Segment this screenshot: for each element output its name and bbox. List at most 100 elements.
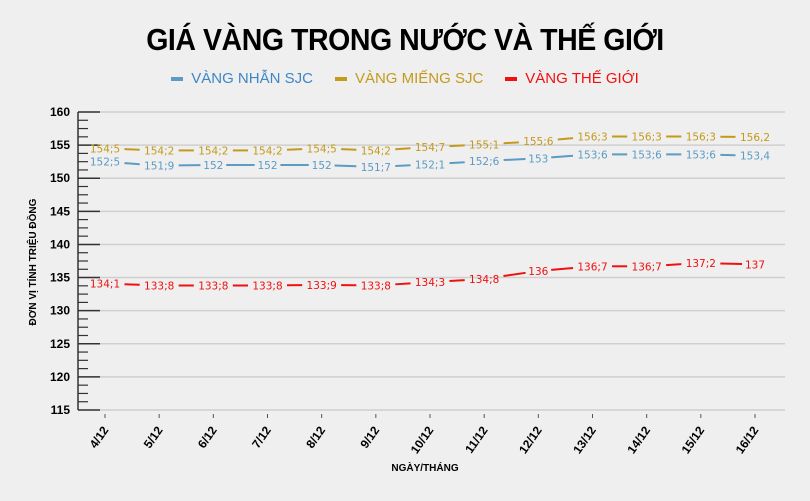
data-point-label: 154;5 [307, 143, 337, 155]
y-tick-label: 115 [51, 403, 71, 417]
y-tick-label: 125 [50, 337, 70, 351]
data-point-label: 154;5 [90, 143, 120, 155]
series-line-segment [449, 144, 465, 148]
data-point-label: 133;8 [361, 281, 391, 293]
series-line-segment [503, 157, 526, 162]
legend-swatch-icon [171, 76, 184, 81]
data-point-label: 136;7 [577, 261, 607, 273]
data-point-label: 137 [745, 259, 765, 271]
data-point-label: 153;6 [577, 149, 608, 161]
data-point-label: 136 [528, 266, 548, 278]
x-tick-label: 11/12 [462, 423, 490, 455]
series-line-segment [557, 137, 574, 141]
series-line-segment [341, 148, 357, 151]
x-tick-label: 8/12 [303, 423, 328, 450]
series-1: 154;5 154;2 154;2 154;2 154;5 154;2 154;7 155;1… [90, 132, 770, 158]
series-line-segment [124, 283, 140, 286]
data-point-label: 156;3 [686, 132, 716, 144]
x-tick-label: 6/12 [195, 423, 220, 450]
x-tick-label: 16/12 [733, 423, 762, 456]
data-point-label: 156;3 [577, 132, 607, 144]
series-line-segment [666, 263, 682, 267]
gridlines [78, 111, 785, 411]
x-tick-label: 15/12 [679, 423, 708, 456]
series-lines: 152;5 151;9 152 152 152 151;7 152;1 152;6 153 153… [90, 132, 770, 293]
x-tick-label: 10/12 [408, 423, 437, 456]
data-point-label: 151;7 [361, 162, 391, 174]
series-line-segment [503, 271, 526, 278]
data-point-label: 154;7 [415, 142, 445, 154]
x-tick-label: 4/12 [87, 423, 112, 450]
chart-legend: VÀNG NHẪN SJC VÀNG MIẾNG SJC VÀNG THẾ GI… [0, 70, 810, 87]
series-line-segment [551, 266, 574, 271]
series-line-segment [720, 262, 743, 265]
data-point-label: 152;5 [90, 157, 120, 169]
data-point-label: 155;1 [469, 139, 499, 151]
y-tick-label: 150 [50, 171, 70, 185]
x-axis-ticks: 4/12 5/12 6/12 7/12 8/12 9/12 10/12 11/12 12/12 1… [87, 414, 762, 456]
x-tick-label: 7/12 [249, 423, 274, 450]
data-point-label: 153;6 [632, 149, 663, 161]
legend-swatch-icon [334, 76, 347, 81]
series-line-segment [286, 148, 303, 151]
series-line-segment [334, 164, 357, 168]
data-point-label: 154;2 [361, 145, 391, 157]
series-line-segment [449, 279, 465, 282]
y-tick-label: 140 [50, 237, 70, 251]
data-point-label: 133;8 [198, 281, 228, 293]
data-point-label: 155;6 [523, 136, 554, 148]
data-point-label: 152;1 [415, 159, 445, 171]
data-point-label: 156;3 [632, 132, 662, 144]
data-point-label: 154;2 [198, 145, 228, 157]
legend-label: VÀNG THẾ GIỚI [525, 70, 639, 87]
series-line-segment [124, 162, 140, 166]
series-line-segment [395, 282, 411, 286]
x-tick-label: 13/12 [570, 423, 599, 456]
series-line-segment [395, 147, 411, 151]
data-point-label: 152 [257, 160, 277, 172]
x-tick-label: 9/12 [357, 423, 382, 450]
y-tick-label: 145 [50, 204, 70, 218]
legend-label: VÀNG NHẪN SJC [191, 70, 313, 87]
x-tick-label: 12/12 [516, 423, 545, 456]
data-point-label: 134;1 [90, 279, 120, 291]
y-axis-title: ĐƠN VỊ TÍNH TRIỆU ĐỒNG [26, 198, 39, 325]
data-point-label: 134;8 [469, 274, 499, 286]
series-0: 152;5 151;9 152 152 152 151;7 152;1 152;6 153 153… [90, 149, 770, 174]
y-tick-label: 160 [50, 105, 70, 119]
series-line-segment [503, 141, 519, 145]
legend-swatch-icon [505, 76, 518, 81]
series-line-segment [124, 148, 140, 151]
x-tick-label: 14/12 [624, 423, 653, 456]
x-axis-title: NGÀY/THÁNG [391, 461, 458, 474]
data-point-label: 154;2 [252, 145, 282, 157]
data-point-label: 154;2 [144, 145, 174, 157]
data-point-label: 133;8 [252, 281, 282, 293]
series-line-segment [395, 164, 411, 168]
data-point-label: 136;7 [632, 261, 662, 273]
legend-item-vang-nhan-sjc: VÀNG NHẪN SJC [171, 70, 313, 87]
data-point-label: 153;6 [686, 149, 717, 161]
legend-item-vang-the-gioi: VÀNG THẾ GIỚI [505, 70, 639, 87]
data-point-label: 133;9 [307, 280, 337, 292]
y-axis-ticks: 115 120 125 130 135 140 145 150 155 160 [50, 105, 100, 417]
series-line-segment [551, 154, 574, 159]
legend-label: VÀNG MIẾNG SJC [354, 70, 484, 87]
data-point-label: 153,4 [740, 151, 770, 163]
y-tick-label: 120 [50, 370, 70, 384]
x-tick-label: 5/12 [141, 423, 166, 450]
data-point-label: 152 [203, 160, 223, 172]
data-point-label: 152 [312, 160, 332, 172]
y-tick-label: 155 [50, 138, 70, 152]
data-point-label: 133;8 [144, 281, 174, 293]
legend-item-vang-mieng-sjc: VÀNG MIẾNG SJC [334, 70, 484, 87]
data-point-label: 151;9 [144, 161, 174, 173]
data-point-label: 156,2 [740, 132, 770, 144]
data-point-label: 152;6 [469, 156, 500, 168]
y-tick-label: 130 [50, 304, 70, 318]
data-point-label: 137;2 [686, 258, 716, 270]
series-2: 134;1 133;8 133;8 133;8 133;9 133;8 134;3 134;8… [90, 258, 765, 293]
data-point-label: 153 [528, 153, 548, 165]
data-point-label: 134;3 [415, 277, 445, 289]
